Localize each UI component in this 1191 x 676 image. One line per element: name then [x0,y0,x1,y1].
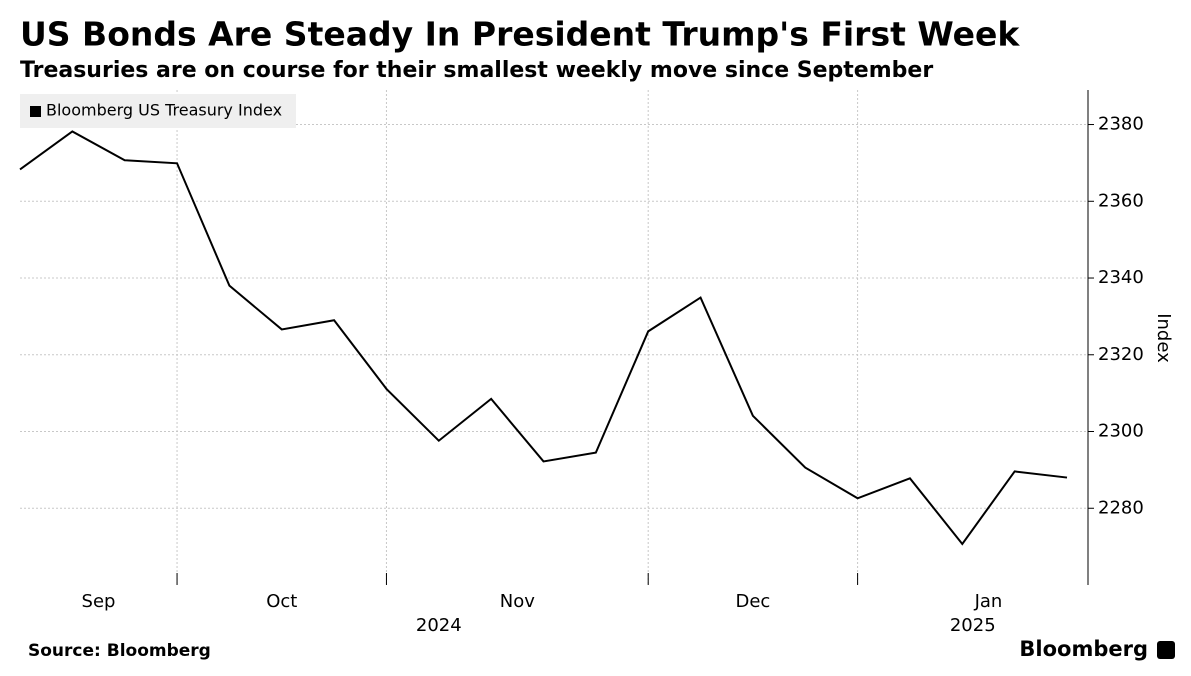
x-tick-label: Oct [266,591,297,612]
y-tick-label: 2340 [1098,267,1144,288]
chart-subtitle: Treasuries are on course for their small… [20,58,933,83]
x-tick-label: Nov [500,591,535,612]
line [19,130,1068,546]
brand-icon [1157,641,1175,659]
x-tick-label: Dec [735,591,770,612]
x-tick-label: Jan [974,591,1003,612]
legend-swatch [30,106,41,117]
brand: Bloomberg [1019,637,1148,661]
y-tick-label: 2280 [1098,497,1144,518]
source: Source: Bloomberg [28,641,211,661]
x-tick-label: Sep [82,591,116,612]
y-tick-label: 2380 [1098,114,1144,135]
legend-box [20,94,296,128]
y-tick-label: 2320 [1098,344,1144,365]
y-axis-title: Index [1153,313,1174,363]
x-year-label: 2025 [950,615,996,636]
legend-label: Bloomberg US Treasury Index [46,101,282,120]
y-tick-label: 2300 [1098,421,1144,442]
y-tick-label: 2360 [1098,190,1144,211]
chart-title: US Bonds Are Steady In President Trump's… [20,15,1020,54]
x-year-label: 2024 [416,615,462,636]
